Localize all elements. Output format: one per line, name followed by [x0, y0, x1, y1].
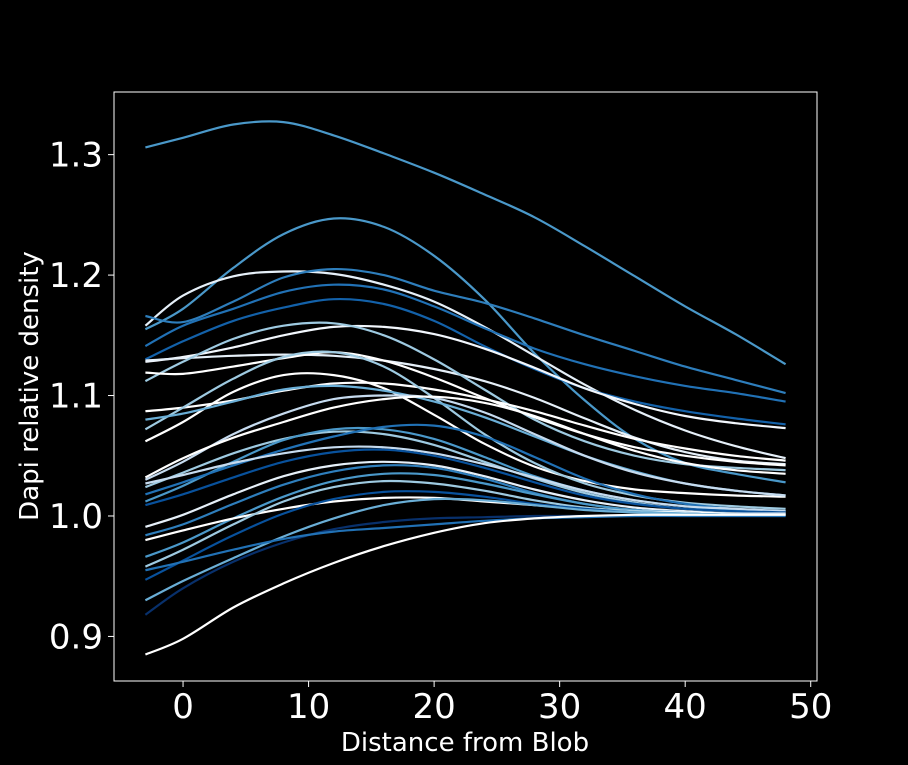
x-tick-label: 10: [287, 687, 330, 727]
series-line-31: [144, 513, 786, 656]
series-line-5: [144, 283, 786, 403]
x-tick-label: 0: [172, 687, 194, 727]
series-line-7: [145, 324, 786, 430]
x-tick-label: 20: [412, 687, 455, 727]
x-tick-label: 50: [789, 687, 832, 727]
series-line-16: [144, 395, 786, 479]
y-tick-label: 1.3: [49, 136, 103, 176]
series-line-1: [145, 120, 787, 366]
x-axis-label: Distance from Blob: [341, 728, 589, 758]
plot-frame: [113, 91, 818, 682]
y-axis-label: Dapi relative density: [15, 251, 45, 521]
series-line-3: [144, 270, 786, 460]
series-line-19: [145, 423, 786, 513]
y-axis-ticks: 0.9 1.0 1.1 1.2 1.3: [49, 136, 114, 657]
series-line-28: [144, 497, 786, 602]
series-line-21: [145, 448, 786, 514]
x-axis-ticks: 0 10 20 30 40 50: [172, 681, 832, 727]
series-line-9: [144, 321, 786, 472]
series-line-30: [145, 514, 786, 572]
y-tick-label: 1.1: [49, 377, 103, 417]
series-line-10: [145, 351, 786, 467]
series-line-2: [144, 217, 786, 484]
y-tick-label: 0.9: [49, 617, 103, 657]
series-line-4: [145, 267, 786, 395]
series-layer: [144, 120, 787, 656]
y-tick-label: 1.2: [49, 256, 103, 296]
series-line-20: [145, 445, 786, 513]
x-tick-label: 40: [664, 687, 707, 727]
series-line-6: [144, 297, 786, 426]
x-tick-label: 30: [538, 687, 581, 727]
y-tick-label: 1.0: [49, 497, 103, 537]
series-line-15: [144, 394, 786, 497]
series-line-22: [145, 460, 786, 528]
